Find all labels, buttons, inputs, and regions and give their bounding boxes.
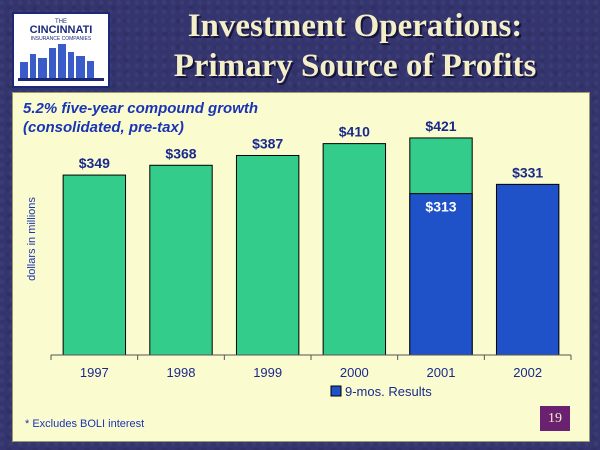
logo-line-2: CINCINNATI bbox=[30, 24, 93, 36]
skyline-icon bbox=[18, 44, 104, 81]
value-label-1997: $349 bbox=[79, 155, 110, 171]
subtitle-line-1: 5.2% five-year compound growth bbox=[23, 100, 259, 117]
bar-annual-1998 bbox=[149, 164, 213, 356]
title-line-2: Primary Source of Profits bbox=[173, 48, 537, 84]
x-tick-label-1997: 1997 bbox=[80, 365, 109, 380]
inner-label-2001: $313 bbox=[425, 199, 456, 215]
value-label-2000: $410 bbox=[339, 124, 370, 140]
footnote: * Excludes BOLI interest bbox=[25, 418, 145, 430]
page-number: 19 bbox=[540, 406, 570, 431]
legend-label-9mos: 9-mos. Results bbox=[345, 384, 432, 399]
value-label-2002: $331 bbox=[512, 164, 543, 180]
bar-chart: dollars in millions $349 1997 $368 1998 $387 1… bbox=[26, 118, 572, 399]
legend-swatch-9mos bbox=[330, 385, 342, 397]
value-label-1998: $368 bbox=[165, 145, 196, 161]
x-tick-label-1999: 1999 bbox=[253, 365, 282, 380]
y-axis-label: dollars in millions bbox=[26, 197, 38, 281]
x-tick-label-2001: 2001 bbox=[427, 365, 456, 380]
bar-annual-1997 bbox=[62, 174, 127, 356]
value-label-1999: $387 bbox=[252, 135, 283, 151]
logo-line-1: THE bbox=[55, 19, 67, 25]
subtitle-line-2: (consolidated, pre-tax) bbox=[23, 119, 184, 136]
value-label-2001: $421 bbox=[425, 118, 456, 134]
bar-annual-2000 bbox=[322, 143, 387, 356]
x-tick-label-2000: 2000 bbox=[340, 365, 369, 380]
x-tick-label-2002: 2002 bbox=[513, 365, 542, 380]
company-logo: THE CINCINNATI INSURANCE COMPANIES bbox=[12, 12, 110, 88]
chart-panel: 5.2% five-year compound growth (consolid… bbox=[12, 92, 590, 442]
chart-subtitle: 5.2% five-year compound growth (consolid… bbox=[23, 99, 258, 137]
slide-title: Investment Operations: Primary Source of… bbox=[120, 6, 590, 86]
x-tick-label-1998: 1998 bbox=[167, 365, 196, 380]
bar-9mos-2001 bbox=[409, 193, 473, 356]
title-line-1: Investment Operations: bbox=[187, 8, 523, 44]
logo-line-3: INSURANCE COMPANIES bbox=[31, 36, 92, 42]
bar-9mos-2002 bbox=[495, 183, 560, 356]
bar-annual-1999 bbox=[235, 154, 300, 356]
